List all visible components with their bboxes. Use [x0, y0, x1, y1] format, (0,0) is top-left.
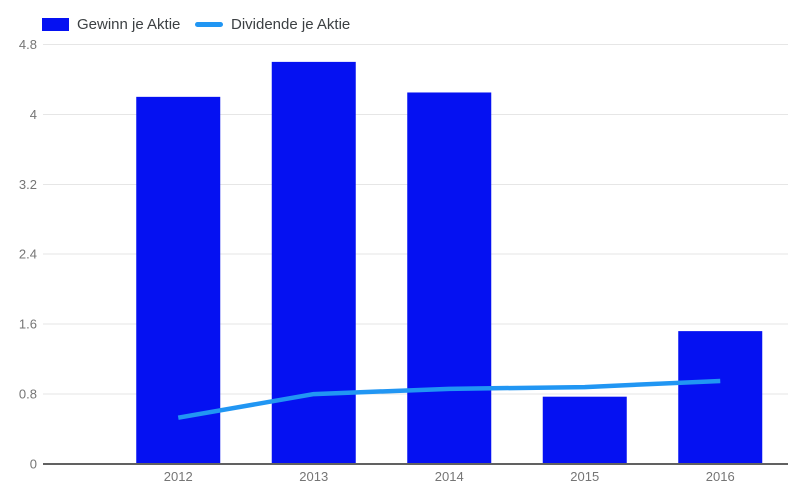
y-tick-label-2.4: 2.4: [19, 247, 37, 262]
legend-label-gewinn-je-aktie: Gewinn je Aktie: [77, 16, 181, 33]
y-tick-label-0.8: 0.8: [19, 387, 37, 402]
bar-2012[interactable]: [136, 96, 221, 464]
x-tick-label-2015: 2015: [570, 469, 599, 484]
y-tick-label-4.8: 4.8: [19, 37, 37, 52]
axis-labels-group: 0 0.8 1.6 2.4 3.2 4 4.8 2012 2013 2014 2015 2016: [19, 37, 735, 484]
x-tick-label-2014: 2014: [435, 469, 464, 484]
bars-group: [136, 61, 763, 465]
y-tick-label-0: 0: [30, 457, 37, 472]
chart-legend: Gewinn je Aktie Dividende je Aktie: [0, 0, 801, 40]
y-tick-label-4: 4: [30, 107, 37, 122]
line-series-group: [177, 378, 721, 420]
bar-2013[interactable]: [271, 61, 356, 465]
legend-swatch-bar-icon: [42, 18, 69, 31]
line-dividende-je-aktie[interactable]: [177, 378, 721, 420]
legend-item-dividende-je-aktie: Dividende je Aktie: [195, 12, 350, 37]
bar-2016[interactable]: [678, 331, 763, 464]
bar-2015[interactable]: [542, 396, 627, 464]
legend-swatch-line-icon: [195, 22, 223, 27]
x-tick-label-2016: 2016: [706, 469, 735, 484]
legend-label-dividende-je-aktie: Dividende je Aktie: [231, 16, 351, 33]
x-tick-label-2012: 2012: [164, 469, 193, 484]
y-tick-label-3.2: 3.2: [19, 177, 37, 192]
bar-2014[interactable]: [407, 92, 492, 465]
x-tick-label-2013: 2013: [299, 469, 328, 484]
y-tick-label-1.6: 1.6: [19, 317, 37, 332]
legend-item-gewinn-je-aktie: Gewinn je Aktie: [42, 12, 180, 37]
